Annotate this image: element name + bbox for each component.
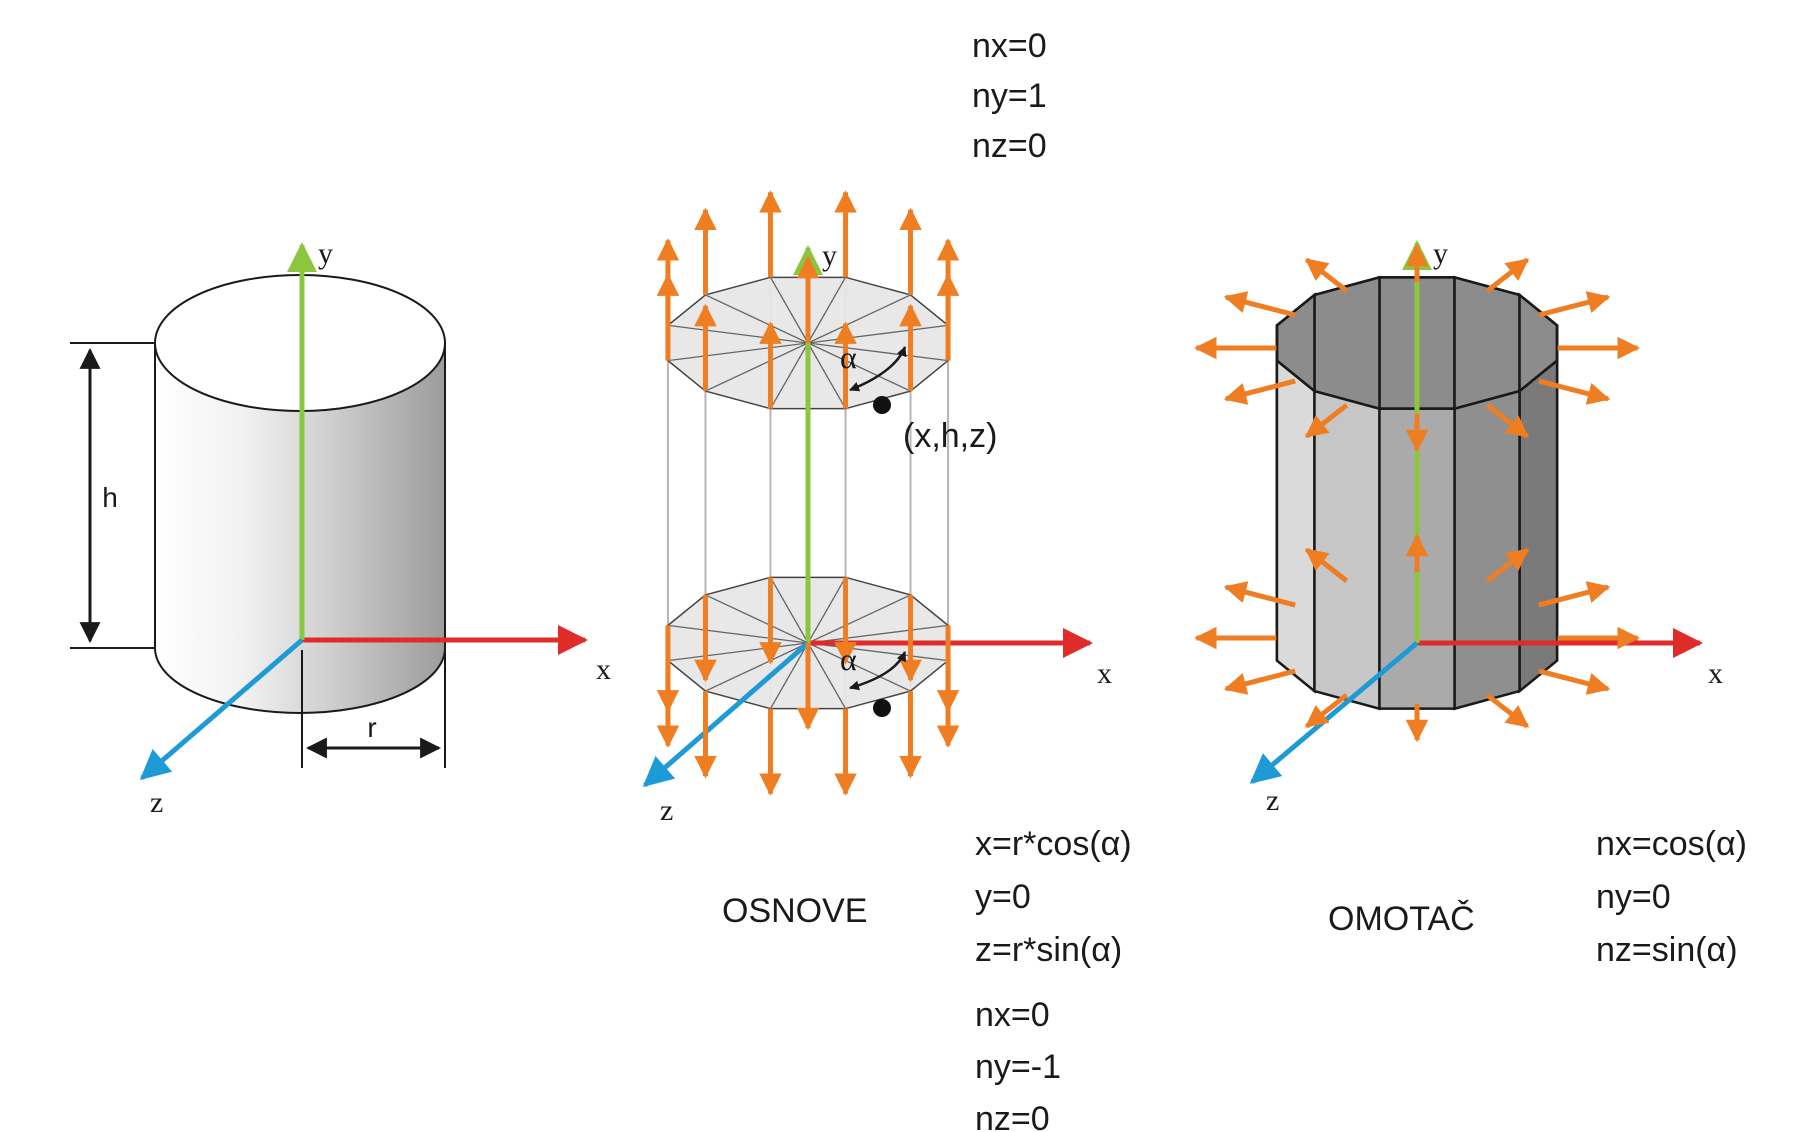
- y-axis-label: y: [1433, 237, 1448, 270]
- outward-normal-arrow: [1223, 581, 1296, 608]
- outward-normal-arrow: [1304, 257, 1349, 293]
- omotac-caption: OMOTAČ: [1328, 900, 1475, 938]
- disc-spoke: [807, 624, 949, 644]
- z-axis-label: z: [150, 786, 163, 819]
- bottom-normals: [656, 577, 960, 796]
- disc-spoke: [769, 576, 809, 644]
- top-normal-ny: ny=1: [972, 77, 1047, 115]
- top-normal-formulas: nx=0 ny=1 nz=0: [972, 27, 1047, 165]
- mantle-face: [1275, 357, 1316, 694]
- y-axis-label: y: [318, 237, 333, 270]
- outward-normal-arrow: [1304, 547, 1349, 583]
- disc-spoke: [705, 642, 809, 692]
- disc-spoke: [769, 642, 809, 710]
- disc-spoke: [807, 342, 847, 410]
- disc-spoke: [807, 576, 847, 644]
- vertex-point-bottom: [873, 699, 891, 717]
- mantle-normals: [1194, 243, 1640, 743]
- outward-normal-arrow: [1538, 378, 1611, 405]
- outward-normal-arrow: [1485, 257, 1530, 293]
- disc-spoke: [769, 342, 809, 410]
- angle-label-bottom: α: [840, 641, 857, 677]
- outward-normal-arrow: [1223, 668, 1296, 695]
- disc-spoke: [807, 594, 911, 644]
- top-normals: [656, 190, 960, 409]
- z-axis: [1249, 641, 1419, 784]
- disc-spoke: [705, 294, 809, 344]
- mantle-face: [1313, 389, 1381, 711]
- disc-spoke: [667, 342, 809, 362]
- angle-arc-bottom: [849, 651, 907, 691]
- bottom-normal-nx: nx=0: [975, 996, 1050, 1034]
- vertex-z: z=r*sin(α): [975, 931, 1122, 969]
- bottom-normal-nz: nz=0: [975, 1100, 1050, 1132]
- disc-spoke: [667, 324, 809, 344]
- disc-spoke: [769, 276, 809, 344]
- x-axis-label: x: [596, 653, 611, 686]
- outward-normal-arrow: [1304, 693, 1349, 729]
- mantle-normal-formulas: nx=cos(α) ny=0 nz=sin(α): [1596, 825, 1747, 969]
- mantle-face: [1453, 389, 1521, 711]
- z-axis-label: z: [660, 794, 673, 827]
- disc-spoke: [807, 642, 847, 710]
- mantle-normal-ny: ny=0: [1596, 878, 1671, 916]
- radius-label: r: [367, 712, 376, 743]
- x-axis-label: x: [1708, 657, 1723, 690]
- vertex-point-top: [873, 396, 891, 414]
- outward-normal-arrow: [1485, 693, 1530, 729]
- osnove-caption: OSNOVE: [722, 892, 867, 930]
- mantle-faces: [1275, 275, 1559, 711]
- disc-spoke: [807, 294, 911, 344]
- mantle-normal-nz: nz=sin(α): [1596, 931, 1738, 969]
- z-axis: [139, 638, 304, 780]
- disc-spoke: [807, 276, 847, 344]
- outward-normal-arrow: [1538, 668, 1611, 695]
- vertex-point-label: (x,h,z): [903, 417, 997, 455]
- x-axis-label: x: [1097, 657, 1112, 690]
- outward-normal-arrow: [1538, 581, 1611, 608]
- outward-normal-arrow: [1485, 403, 1530, 439]
- figure-osnove: α α (x,h,z) x y z nx=0 ny=1 nz=0 x=r*cos…: [642, 27, 1132, 1132]
- angle-label-top: α: [840, 339, 857, 375]
- vertex-x: x=r*cos(α): [975, 825, 1132, 863]
- outward-normal-arrow: [1223, 291, 1296, 318]
- bottom-normal-formulas: nx=0 ny=-1 nz=0: [975, 996, 1061, 1132]
- figure-omotac: x y z nx=cos(α) ny=0 nz=sin(α) OMOTAČ: [1194, 237, 1747, 969]
- y-axis-label: y: [822, 239, 837, 272]
- mantle-top-rim: [1275, 276, 1559, 410]
- disc-spoke: [667, 642, 809, 662]
- vertex-formulas: x=r*cos(α) y=0 z=r*sin(α): [975, 825, 1132, 969]
- outward-normal-arrow: [1538, 291, 1611, 318]
- outward-normal-arrow: [1485, 547, 1530, 583]
- top-normal-nz: nz=0: [972, 127, 1047, 165]
- disc-spoke: [705, 342, 809, 392]
- bottom-normal-ny: ny=-1: [975, 1048, 1061, 1086]
- z-axis: [642, 641, 810, 787]
- height-label: h: [102, 482, 118, 513]
- figure-cylinder: h r x y z: [70, 237, 611, 819]
- top-normal-nx: nx=0: [972, 27, 1047, 65]
- disc-spoke: [667, 624, 809, 644]
- outward-normal-arrow: [1223, 378, 1296, 405]
- angle-arc-top: [849, 346, 907, 392]
- z-axis-label: z: [1266, 784, 1279, 817]
- disc-spoke: [705, 594, 809, 644]
- mantle-normal-nx: nx=cos(α): [1596, 825, 1747, 863]
- outward-normal-arrow: [1304, 403, 1349, 439]
- disc-spoke: [807, 324, 949, 344]
- vertex-y: y=0: [975, 878, 1031, 916]
